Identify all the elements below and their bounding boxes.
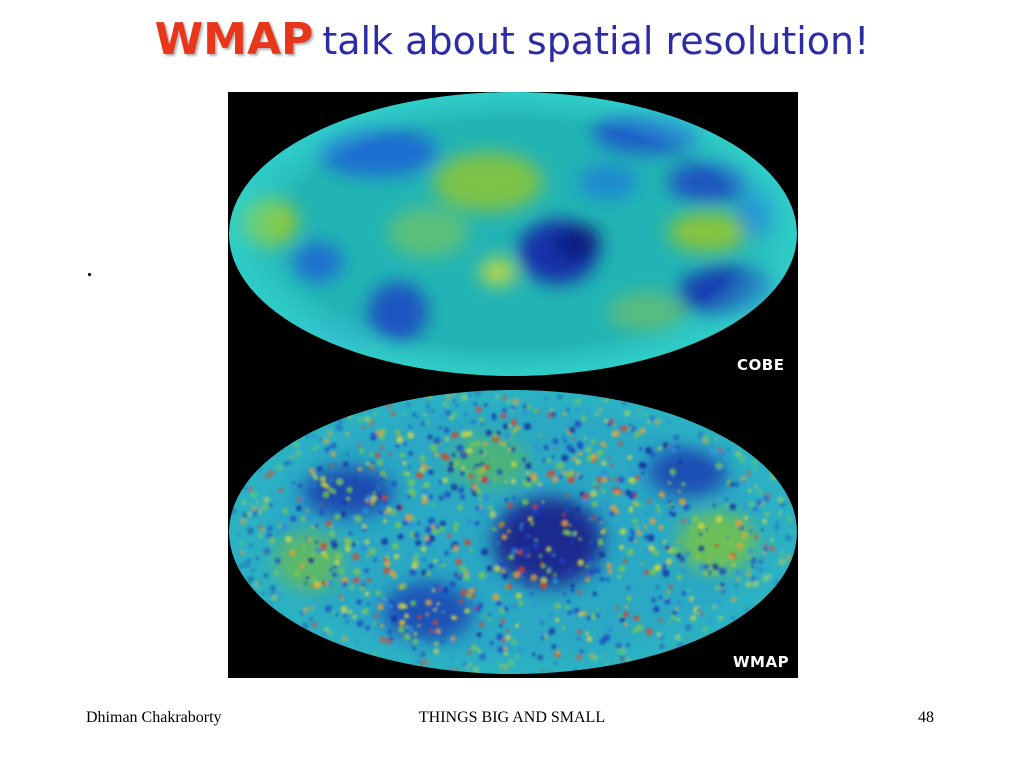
footer-author: Dhiman Chakraborty [86,709,222,726]
page-number: 48 [918,709,934,726]
wmap-map [229,390,797,674]
title-accent: WMAP [154,14,314,65]
bullet-point: . [86,252,93,283]
slide-title: WMAP talk about spatial resolution! [0,14,1024,65]
wmap-label: WMAP [733,653,790,671]
sky-maps-image [229,92,797,674]
footer-course: THINGS BIG AND SMALL [418,709,606,726]
title-text: talk about spatial resolution! [322,19,870,63]
cobe-map [229,92,797,376]
sky-maps-figure: COBE WMAP [228,92,798,678]
cobe-label: COBE [737,356,785,374]
